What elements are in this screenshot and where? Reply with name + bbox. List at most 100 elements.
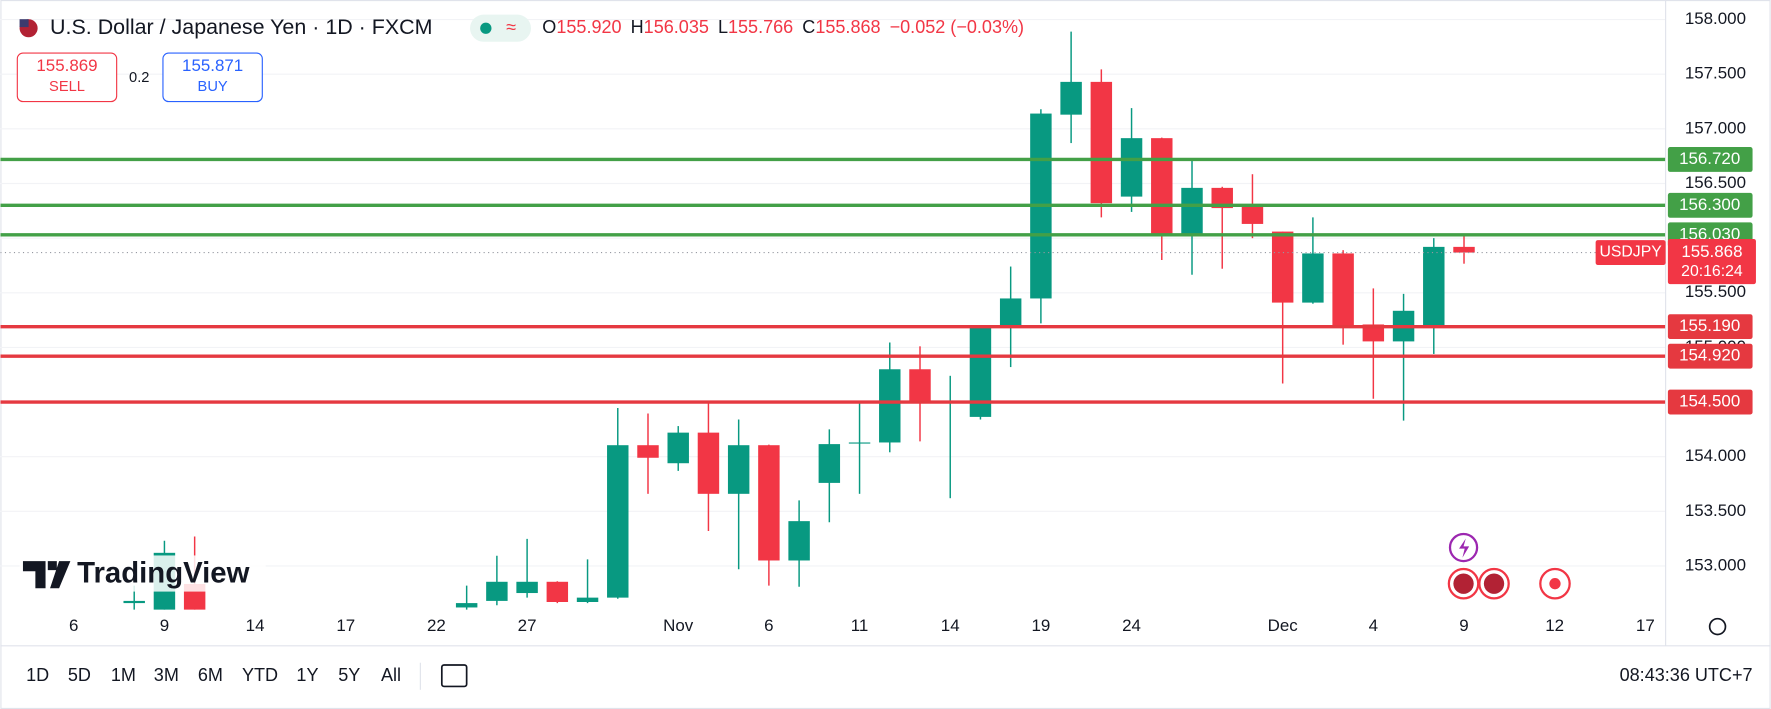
range-button[interactable]: 1D [26,665,49,685]
ohlc-change: −0.052 (−0.03%) [890,17,1024,37]
ohlc-label: C [802,17,815,37]
candle-body [1060,81,1082,115]
level-label: 156.300 [1679,195,1740,214]
status-badge [470,14,531,42]
sell-price[interactable]: 155.869 [36,56,97,75]
range-button[interactable]: 6M [198,665,223,685]
range-button[interactable]: YTD [242,665,278,685]
candle-body [697,432,720,494]
level-label: 154.500 [1679,392,1740,411]
candle-body [818,444,841,483]
candle-body [788,521,810,561]
sell-label[interactable]: SELL [49,79,85,95]
ohlc-value: 155.766 [728,17,793,37]
candle-body [1453,246,1475,253]
candle-body [879,369,901,443]
y-tick-label: 154.000 [1685,446,1746,465]
range-button[interactable]: 5D [68,665,91,685]
logo-mark [22,561,71,589]
y-tick-label: 157.500 [1685,64,1746,83]
x-tick-label: 17 [1636,616,1655,635]
candle-body [848,442,871,444]
last-price-label: 155.868 [1681,242,1742,261]
candle-body [1332,253,1354,328]
x-tick-label: 9 [160,616,169,635]
candle-body [1271,231,1294,303]
level-label: 156.030 [1679,224,1740,243]
x-tick-label: Dec [1268,616,1299,635]
candle-body [1120,138,1143,197]
candle-body [576,597,599,603]
candle-body [667,432,689,464]
ohlc-label: L [718,17,728,37]
logo: TradingView [19,555,266,592]
x-tick-label: 24 [1122,616,1141,635]
logo-text: TradingView [77,556,249,589]
candle-body [1181,187,1203,235]
event-dot [1549,578,1561,590]
candle-body [123,600,145,604]
range-button[interactable]: 5Y [338,665,360,685]
x-tick-label: 14 [246,616,265,635]
event-flag [1453,573,1474,594]
plot-area [0,31,1666,610]
status-icon: ≈ [506,17,516,37]
candle-body [516,581,538,594]
price-scale: 153.000153.500154.000154.500155.000155.5… [1665,0,1753,646]
spread: 0.2 [129,70,149,86]
candle-body [1211,187,1233,209]
candle-body [607,445,629,598]
range-button[interactable]: All [381,665,401,685]
x-tick-label: 17 [336,616,355,635]
level-label-box [1667,389,1753,415]
candle-body [758,445,780,561]
ohlc-label: O [542,17,556,37]
x-tick-label: 27 [518,616,537,635]
buy-button[interactable] [162,52,263,103]
ohlc-label: H [631,17,644,37]
x-tick-label: 11 [851,616,869,635]
range-button[interactable]: 3M [154,665,179,685]
ohlc: O155.920 H156.035 L155.766 C155.868 −0.052 (… [542,17,1024,37]
ohlc-value: 155.868 [815,17,880,37]
range-button[interactable]: 1Y [296,665,318,685]
candle-body [909,369,931,403]
candle-body [1423,246,1445,328]
ohlc-value: 155.920 [556,17,621,37]
symbol-tag [1595,240,1666,265]
replay-button[interactable] [440,664,468,688]
symbol-flag [19,19,29,28]
candle-body [727,445,750,494]
candle-body [1362,324,1385,342]
x-tick-label: 4 [1369,616,1378,635]
toolbar: 1D 5D 1M 3M 6M YTD 1Y 5Y All [26,665,401,685]
x-tick-label: Nov [663,616,694,635]
x-tick-label: 14 [941,616,960,635]
candle-body [1151,138,1173,235]
sell-button[interactable] [16,52,118,103]
range-button[interactable]: 1M [111,665,136,685]
y-tick-label: 157.000 [1685,118,1746,137]
buy-label[interactable]: BUY [198,79,228,95]
level-label-box [1667,147,1753,172]
x-tick-label: 6 [69,616,78,635]
last-price-box [1667,239,1756,285]
settings-button[interactable] [1708,617,1727,636]
symbol-title: U.S. Dollar / Japanese Yen · 1D · FXCM [50,15,432,39]
y-tick-label: 153.000 [1685,555,1746,574]
candle-body [969,327,992,417]
x-tick-label: 6 [764,616,773,635]
level-label: 156.720 [1679,149,1740,168]
event-icon-glyph [1459,538,1470,558]
y-tick-label: 153.500 [1685,501,1746,520]
clock: 08:43:36 UTC+7 [1620,665,1753,685]
event-flag [1483,573,1505,594]
candle-body [1241,206,1264,224]
buy-price[interactable]: 155.871 [182,56,243,75]
x-tick-label: 22 [427,616,446,635]
level-label-box [1667,343,1753,369]
grid [0,19,1666,567]
candle-body [637,445,659,458]
